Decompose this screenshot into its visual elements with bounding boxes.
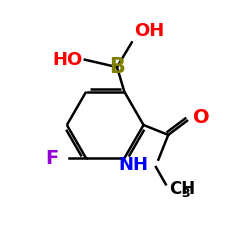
- Text: CH: CH: [170, 180, 196, 198]
- Text: HO: HO: [52, 51, 82, 69]
- Text: O: O: [193, 108, 210, 127]
- Text: 3: 3: [181, 187, 190, 200]
- Text: F: F: [46, 149, 59, 168]
- Text: NH: NH: [118, 156, 148, 174]
- Text: B: B: [109, 57, 125, 77]
- Text: OH: OH: [134, 22, 164, 40]
